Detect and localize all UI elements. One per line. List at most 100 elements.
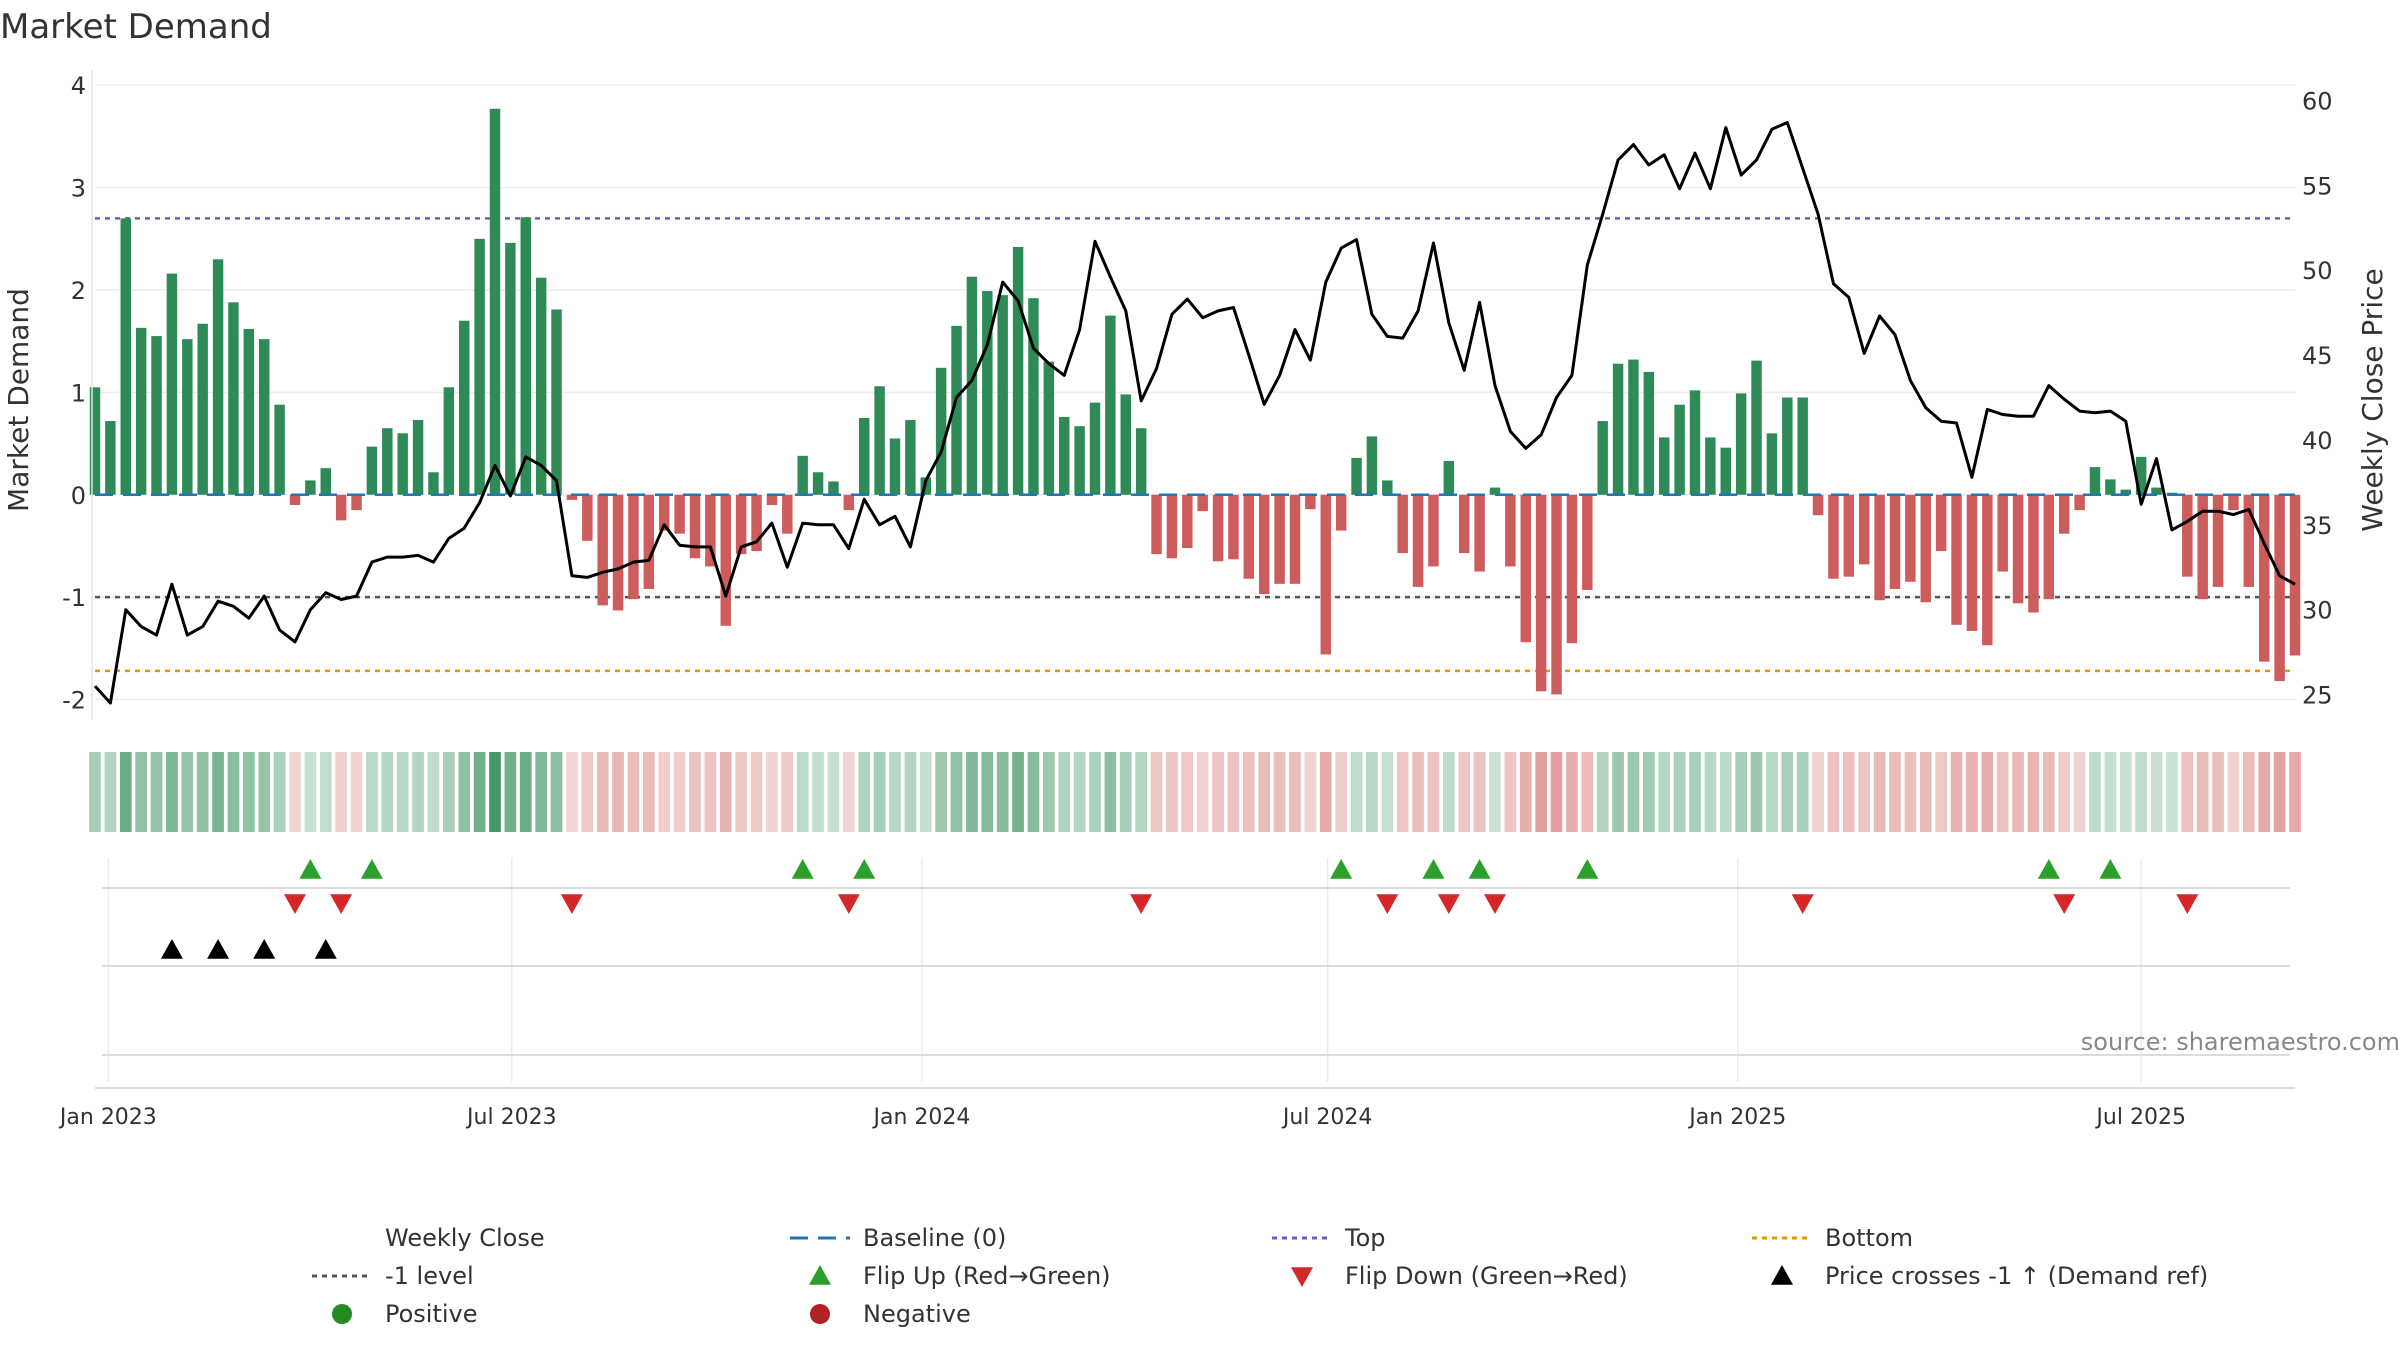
strip-cell-negative [1166,752,1178,832]
flip-up-marker [1576,859,1599,879]
bar-negative [1889,494,1901,589]
strip-cell-positive [119,752,132,832]
strip-cell-positive [258,752,271,832]
strip-cell-positive [1612,752,1624,832]
bar-negative [582,494,593,541]
strip-cell-positive [1489,752,1501,832]
flip-up-marker [2099,859,2122,879]
strip-cell-negative [1566,752,1578,832]
flip_up-legend-label: Flip Up (Red→Green) [863,1262,1111,1290]
y2tick-label: 45 [2302,342,2333,370]
strip-cell-positive [2135,752,2147,832]
strip-cell-negative [1519,752,1532,832]
bar-negative [1274,494,1285,584]
bar-negative [782,494,793,534]
strip-cell-positive [1089,752,1101,832]
strip-cell-negative [2181,752,2194,832]
bar-positive [1689,390,1701,495]
bar-negative [335,494,347,521]
strip-cell-positive [1104,752,1117,832]
strip-cell-positive [135,752,147,832]
strip-cell-negative [1258,752,1271,832]
strip-cell-positive [1596,752,1609,832]
bar-positive [1135,428,1147,495]
bar-positive [166,273,178,495]
strip-cell-positive [1012,752,1024,832]
bar-positive [212,259,224,495]
bar-positive [1705,437,1716,495]
strip-cell-positive [904,752,917,832]
bar-negative [2012,494,2024,604]
bar-negative [1905,494,1916,582]
strip-cell-positive [1796,752,1809,832]
reference-lines [95,217,2295,673]
strip-cell-positive [166,752,178,832]
strip-cell-negative [612,752,624,832]
flip-down-marker [1484,894,1506,914]
bar-negative [1582,494,1593,590]
strip-cell-positive [304,752,317,832]
strip-cell-negative [2196,752,2209,832]
strip-cell-positive [319,752,332,832]
bar-positive [89,387,101,495]
strip-cell-negative [1181,752,1194,832]
strip-cell-positive [812,752,824,832]
grid [95,84,2295,701]
bar-positive [197,323,208,495]
bar-positive [1766,433,1778,495]
bar-positive [1028,298,1039,495]
bar-negative [1566,494,1578,644]
strip-cell-negative [1458,752,1471,832]
bar-positive [120,218,131,495]
strip-cell-negative [1935,752,1947,832]
bar-positive [2151,487,2162,495]
bar-positive [2120,489,2131,495]
y2tick-label: 40 [2302,427,2333,455]
bar-positive [135,327,147,495]
strip-cell-positive [2150,752,2163,832]
bar-positive [889,438,901,495]
bar-negative [2259,494,2270,662]
bar-positive [1443,460,1455,495]
bar-positive [382,428,393,495]
bar-negative [289,494,301,505]
axes: -2 -1 0 1 2 3 4 25 30 35 40 45 50 55 60 [62,70,2333,720]
strip-cell-negative [1873,752,1886,832]
bar-negative [1212,494,1224,562]
bar-negative [2182,494,2193,577]
bar-negative [1397,494,1408,554]
bar-positive [474,238,485,495]
strip-cell-positive [966,752,978,832]
strip-cell-negative [581,752,594,832]
bar-positive [459,320,470,495]
source-credit: source: sharemaestro.com [2081,1028,2400,1056]
positive-legend-label: Positive [385,1300,478,1328]
bar-negative [1843,494,1855,577]
strip-cell-positive [1381,752,1394,832]
bar-positive [2089,467,2101,495]
strip-cell-positive [2104,752,2117,832]
bar-positive [105,421,116,495]
strip-cell-positive [273,752,286,832]
price-cross-marker [160,939,183,959]
flip-down-marker [1791,894,1814,914]
strip-cell-positive [427,752,440,832]
strip-cell-positive [981,752,994,832]
bar-negative [1151,494,1162,555]
bar-positive [305,480,316,495]
bar-positive [1797,397,1808,495]
strip-cell-negative [643,752,655,832]
strip-cell-positive [796,752,809,832]
strip-cell-negative [2258,752,2271,832]
flip-up-marker [2037,859,2060,879]
strip-cell-positive [381,752,394,832]
flip-up-marker [1330,859,1353,879]
strip-cell-negative [1981,752,1994,832]
strip-cell-positive [181,752,194,832]
bottom-legend-label: Bottom [1825,1224,1913,1252]
strip-cell-positive [858,752,871,832]
strip-cell-positive [504,752,517,832]
strip-cell-positive [1704,752,1717,832]
strip-cell-positive [996,752,1009,832]
y2tick-label: 35 [2302,512,2333,540]
